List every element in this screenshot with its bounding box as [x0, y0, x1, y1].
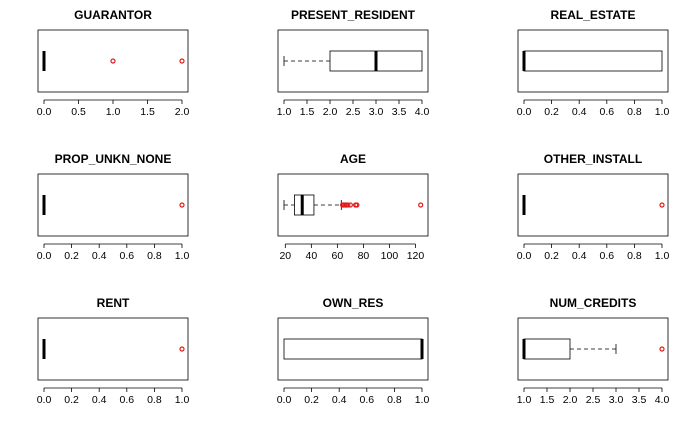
x-tick-label: 1.0: [415, 394, 430, 406]
box-iqr: [283, 338, 423, 360]
panel-rent: RENT 0.0 0.2 0.4 0.6 0.8 1.0: [37, 296, 190, 406]
outlier-point: [354, 202, 360, 208]
x-tick-label: 0.4: [92, 394, 107, 406]
panel-own-res: OWN_RES 0.0 0.2 0.4 0.6 0.8 1.0: [277, 296, 430, 406]
x-tick-label: 0.4: [572, 250, 587, 262]
outlier-point: [659, 346, 665, 352]
x-tick-label: 0.6: [599, 106, 614, 118]
x-tick-label: 40: [305, 250, 317, 262]
x-tick-label: 3.5: [632, 394, 647, 406]
x-tick-label: 0.0: [37, 250, 52, 262]
x-tick-label: 0.8: [147, 394, 162, 406]
x-tick-label: 0.8: [627, 250, 642, 262]
x-tick-label: 0.8: [147, 250, 162, 262]
panel-title: REAL_ESTATE: [551, 8, 636, 22]
x-tick-label: 0.4: [572, 106, 587, 118]
panel-title: OTHER_INSTALL: [544, 152, 642, 166]
panel-title: AGE: [340, 152, 366, 166]
x-tick-label: 0.0: [277, 394, 292, 406]
x-tick-label: 0.2: [64, 394, 79, 406]
outlier-point: [418, 202, 424, 208]
x-tick-label: 100: [381, 250, 399, 262]
panel-other-install: OTHER_INSTALL 0.0 0.2 0.4 0.6 0.8 1.0: [517, 152, 670, 262]
panel-title: OWN_RES: [323, 296, 384, 310]
x-tick-label: 1.5: [300, 106, 315, 118]
panel-real-estate: REAL_ESTATE 0.0 0.2 0.4 0.6 0.8 1.0: [517, 8, 670, 118]
x-tick-label: 60: [332, 250, 344, 262]
x-tick-label: 0.2: [304, 394, 319, 406]
plot-frame: [517, 29, 669, 93]
plot-frame: [517, 317, 669, 381]
x-tick-label: 4.0: [655, 394, 670, 406]
x-tick-label: 0.6: [599, 250, 614, 262]
box-iqr: [523, 338, 571, 360]
x-tick-label: 3.0: [369, 106, 384, 118]
x-tick-label: 0.8: [387, 394, 402, 406]
x-tick-label: 0.0: [517, 106, 532, 118]
x-tick-label: 0.5: [71, 106, 86, 118]
panel-prop-unkn-none: PROP_UNKN_NONE 0.0 0.2 0.4 0.6 0.8 1.0: [37, 152, 190, 262]
x-tick-label: 4.0: [415, 106, 430, 118]
panel-present-resident: PRESENT_RESIDENT 1.0 1.5 2.0 2.5 3.0 3.5 4.0: [277, 8, 430, 118]
x-tick-label: 0.0: [517, 250, 532, 262]
outlier-point: [345, 202, 351, 208]
plot-frame: [277, 173, 429, 237]
x-tick-label: 2.0: [175, 106, 190, 118]
x-tick-label: 3.0: [609, 394, 624, 406]
x-tick-label: 0.2: [544, 250, 559, 262]
x-tick-label: 0.8: [627, 106, 642, 118]
x-tick-label: 2.0: [563, 394, 578, 406]
plot-frame: [37, 29, 189, 93]
x-tick-label: 0.2: [544, 106, 559, 118]
outlier-point: [110, 58, 116, 64]
panel-title: GUARANTOR: [74, 8, 152, 22]
panel-title: PRESENT_RESIDENT: [291, 8, 416, 22]
x-tick-label: 20: [279, 250, 291, 262]
x-tick-label: 1.0: [106, 106, 121, 118]
outlier-point: [179, 346, 185, 352]
x-tick-label: 2.5: [586, 394, 601, 406]
x-tick-label: 1.0: [175, 250, 190, 262]
box-iqr: [523, 50, 663, 72]
x-tick-label: 1.0: [655, 250, 670, 262]
x-tick-label: 0.0: [37, 394, 52, 406]
x-tick-label: 3.5: [392, 106, 407, 118]
x-tick-label: 0.4: [332, 394, 347, 406]
panel-age: AGE 20 40 60 80 100 120: [277, 152, 429, 262]
box-iqr: [294, 194, 315, 216]
x-tick-label: 0.2: [64, 250, 79, 262]
x-tick-label: 1.0: [277, 106, 292, 118]
x-tick-label: 0.6: [119, 250, 134, 262]
x-tick-label: 2.0: [323, 106, 338, 118]
x-tick-label: 0.4: [92, 250, 107, 262]
x-tick-label: 80: [358, 250, 370, 262]
x-tick-label: 0.6: [359, 394, 374, 406]
panel-num-credits: NUM_CREDITS 1.0 1.5 2.0 2.5 3.0 3.5 4.0: [517, 296, 670, 406]
plot-frame: [37, 317, 189, 381]
panel-title: PROP_UNKN_NONE: [55, 152, 172, 166]
x-tick-label: 0.6: [119, 394, 134, 406]
plot-frame: [277, 317, 429, 381]
outlier-point: [179, 58, 185, 64]
panel-title: RENT: [97, 296, 130, 310]
outlier-point: [659, 202, 665, 208]
x-tick-label: 2.5: [346, 106, 361, 118]
outlier-point: [179, 202, 185, 208]
x-tick-label: 1.0: [175, 394, 190, 406]
plot-frame: [37, 173, 189, 237]
x-tick-label: 0.0: [37, 106, 52, 118]
plot-frame: [517, 173, 669, 237]
x-tick-label: 1.0: [517, 394, 532, 406]
outlier-point: [347, 202, 353, 208]
panel-title: NUM_CREDITS: [550, 296, 637, 310]
x-tick-label: 1.0: [655, 106, 670, 118]
x-tick-label: 1.5: [140, 106, 155, 118]
x-tick-label: 120: [407, 250, 425, 262]
x-tick-label: 1.5: [540, 394, 555, 406]
panel-guarantor: GUARANTOR 0.0 0.5 1.0 1.5 2.0: [37, 8, 190, 118]
plot-frame: [277, 29, 429, 93]
